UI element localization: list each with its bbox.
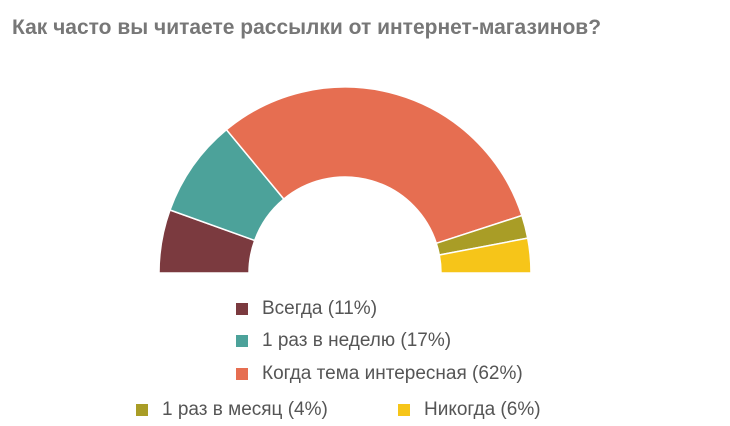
chart-title: Как часто вы читаете рассылки от интерне… [12, 16, 602, 39]
legend-label: Никогда (6%) [424, 399, 541, 420]
legend-swatch [136, 404, 148, 416]
legend-swatch [236, 303, 248, 315]
legend-item-never[interactable]: Никогда (6%) [398, 399, 541, 421]
legend-label: 1 раз в месяц (4%) [162, 399, 328, 420]
legend-item-when-interesting[interactable]: Когда тема интересная (62%) [236, 363, 523, 385]
legend-swatch [236, 335, 248, 347]
legend-item-always[interactable]: Всегда (11%) [236, 298, 377, 320]
slice-when-interesting[interactable] [225, 86, 523, 245]
legend-label: Когда тема интересная (62%) [262, 363, 523, 384]
legend-item-monthly[interactable]: 1 раз в месяц (4%) [136, 399, 328, 421]
slice-never[interactable] [438, 237, 532, 274]
legend-swatch [236, 368, 248, 380]
legend-label: 1 раз в неделю (17%) [262, 330, 452, 351]
legend-item-weekly[interactable]: 1 раз в неделю (17%) [236, 330, 451, 352]
half-donut-chart [158, 86, 532, 274]
legend-swatch [398, 404, 410, 416]
legend-label: Всегда (11%) [262, 298, 378, 319]
